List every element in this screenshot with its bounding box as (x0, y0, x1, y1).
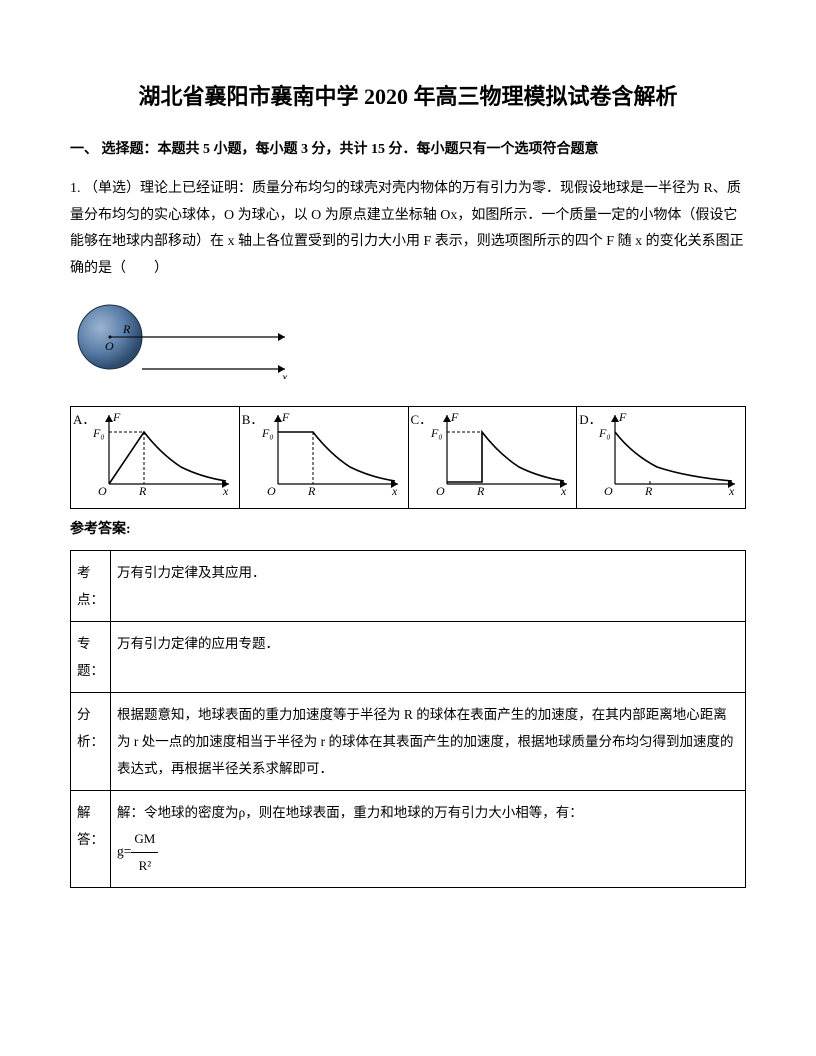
svg-text:R: R (307, 484, 316, 497)
svg-text:F₀: F₀ (430, 426, 443, 440)
row-label: 专题： (71, 622, 111, 693)
option-C: C． F F₀ O R x (409, 407, 578, 508)
formula-num: GM (131, 826, 158, 853)
svg-text:F: F (112, 410, 121, 424)
page-title: 湖北省襄阳市襄南中学 2020 年高三物理模拟试卷含解析 (70, 80, 746, 113)
question-body: （单选）理论上已经证明：质量分布均匀的球壳对壳内物体的万有引力为零．现假设地球是… (70, 181, 744, 276)
svg-text:x: x (222, 484, 229, 497)
label-R: R (122, 322, 131, 336)
option-C-graph: F F₀ O R x (429, 409, 575, 506)
svg-text:F: F (281, 410, 290, 424)
option-C-label: C． (411, 409, 429, 506)
svg-text:O: O (436, 484, 445, 497)
option-A-graph: F F₀ O R x (91, 409, 237, 506)
question-number: 1. (70, 181, 81, 196)
answer-label: 参考答案: (70, 517, 746, 542)
label-O: O (105, 339, 114, 353)
option-B-graph: F F₀ O R x (260, 409, 406, 506)
question-text: 1. （单选）理论上已经证明：质量分布均匀的球壳对壳内物体的万有引力为零．现假设… (70, 176, 746, 282)
option-A: A． F F₀ O R x (71, 407, 240, 508)
row-label: 考点： (71, 551, 111, 622)
option-D-graph: F F₀ O R x (597, 409, 743, 506)
svg-text:F₀: F₀ (598, 426, 611, 440)
formula-den: R² (131, 853, 158, 879)
label-x: x (281, 370, 288, 379)
row-content: 万有引力定律的应用专题． (111, 622, 746, 693)
answer-row-kaodian: 考点： 万有引力定律及其应用． (71, 551, 746, 622)
formula-fraction: GMR² (131, 826, 158, 879)
svg-text:R: R (138, 484, 147, 497)
svg-text:R: R (476, 484, 485, 497)
svg-text:O: O (98, 484, 107, 497)
svg-text:R: R (644, 484, 653, 497)
sphere-diagram: R O x (70, 297, 746, 388)
row-content: 根据题意知，地球表面的重力加速度等于半径为 R 的球体在表面产生的加速度，在其内… (111, 693, 746, 791)
options-row: A． F F₀ O R x B． (70, 406, 746, 509)
svg-text:x: x (560, 484, 567, 497)
option-B-label: B． (242, 409, 260, 506)
section-header: 一、 选择题：本题共 5 小题，每小题 3 分，共计 15 分．每小题只有一个选… (70, 137, 746, 162)
svg-text:O: O (604, 484, 613, 497)
svg-text:F: F (618, 410, 627, 424)
jieda-prefix: 解：令地球的密度为ρ，则在地球表面，重力和地球的万有引力大小相等，有： (117, 805, 583, 820)
answer-row-jieda: 解答： 解：令地球的密度为ρ，则在地球表面，重力和地球的万有引力大小相等，有： … (71, 791, 746, 888)
row-label: 解答： (71, 791, 111, 888)
row-label: 分析： (71, 693, 111, 791)
svg-text:x: x (391, 484, 398, 497)
svg-text:O: O (267, 484, 276, 497)
svg-text:x: x (728, 484, 735, 497)
option-D-label: D． (579, 409, 597, 506)
option-A-label: A． (73, 409, 91, 506)
option-D: D． F F₀ O R x (577, 407, 745, 508)
svg-text:F₀: F₀ (261, 426, 274, 440)
row-content: 解：令地球的密度为ρ，则在地球表面，重力和地球的万有引力大小相等，有： g=GM… (111, 791, 746, 888)
option-B: B． F F₀ O R x (240, 407, 409, 508)
answer-table: 考点： 万有引力定律及其应用． 专题： 万有引力定律的应用专题． 分析： 根据题… (70, 550, 746, 888)
svg-text:F: F (450, 410, 459, 424)
formula-lhs: g= (117, 844, 131, 859)
answer-row-zhuanti: 专题： 万有引力定律的应用专题． (71, 622, 746, 693)
sphere-svg: R O x (70, 297, 300, 379)
answer-row-fenxi: 分析： 根据题意知，地球表面的重力加速度等于半径为 R 的球体在表面产生的加速度… (71, 693, 746, 791)
row-content: 万有引力定律及其应用． (111, 551, 746, 622)
svg-text:F₀: F₀ (92, 426, 105, 440)
